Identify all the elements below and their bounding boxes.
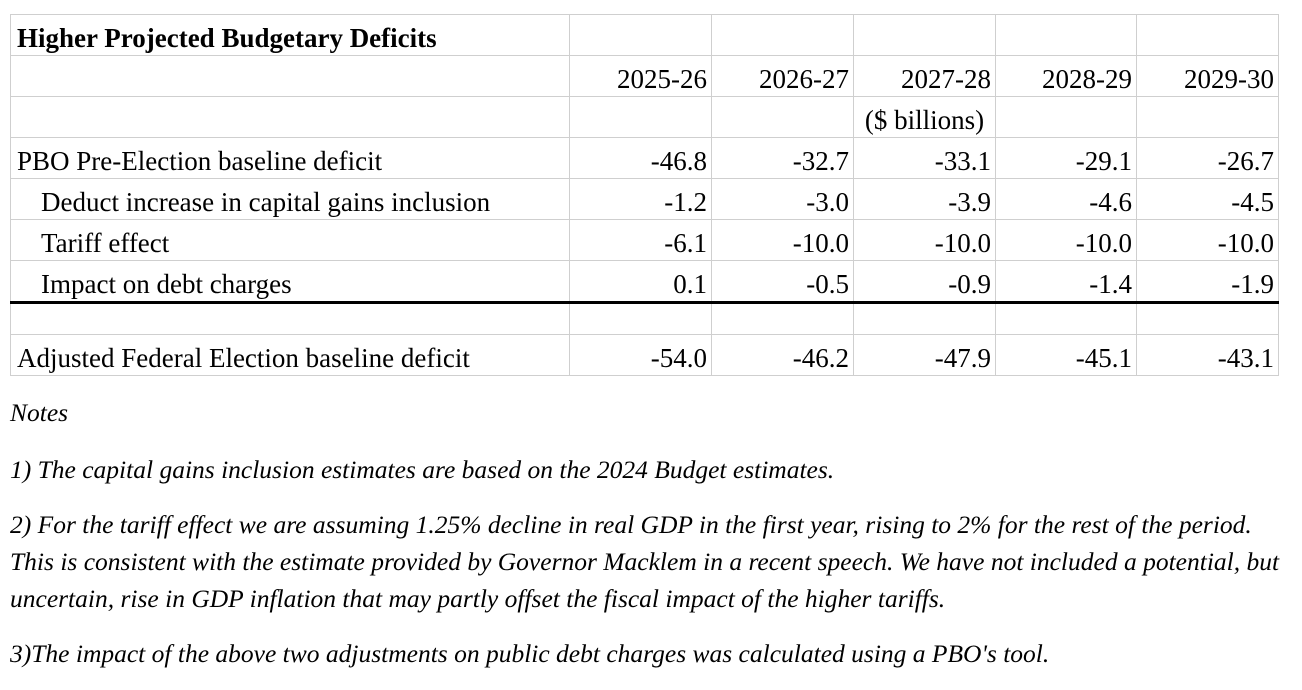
value-cell: -10.0 (853, 219, 996, 261)
value-cell: -3.0 (711, 178, 854, 220)
unit-label: ($ billions) (853, 96, 996, 138)
spacer-row (10, 301, 1279, 335)
total-value: -47.9 (853, 334, 996, 376)
empty-cell (995, 96, 1137, 138)
empty-cell (853, 14, 996, 56)
value-cell: -46.8 (569, 137, 712, 179)
table-row: Deduct increase in capital gains inclusi… (10, 178, 1279, 220)
year-header: 2027-28 (853, 55, 996, 97)
value-cell: -33.1 (853, 137, 996, 179)
note-item: 3)The impact of the above two adjustment… (10, 639, 1050, 668)
empty-cell (1136, 301, 1279, 335)
empty-cell (853, 301, 996, 335)
value-cell: -6.1 (569, 219, 712, 261)
empty-cell (995, 301, 1137, 335)
notes-section: Notes 1) The capital gains inclusion est… (10, 394, 1295, 690)
table-row: PBO Pre-Election baseline deficit -46.8 … (10, 137, 1279, 179)
total-value: -43.1 (1136, 334, 1279, 376)
value-cell: -4.5 (1136, 178, 1279, 220)
value-cell: -10.0 (711, 219, 854, 261)
value-cell: -29.1 (995, 137, 1137, 179)
year-header: 2029-30 (1136, 55, 1279, 97)
row-label: Deduct increase in capital gains inclusi… (10, 178, 570, 220)
total-value: -45.1 (995, 334, 1137, 376)
total-value: -46.2 (711, 334, 854, 376)
total-row: Adjusted Federal Election baseline defic… (10, 334, 1279, 376)
row-label: PBO Pre-Election baseline deficit (10, 137, 570, 179)
notes-heading: Notes (10, 398, 69, 427)
table-row: Impact on debt charges 0.1 -0.5 -0.9 -1.… (10, 260, 1279, 303)
table-row: Tariff effect -6.1 -10.0 -10.0 -10.0 -10… (10, 219, 1279, 261)
title-row: Higher Projected Budgetary Deficits (10, 14, 1279, 56)
value-cell: -10.0 (995, 219, 1137, 261)
empty-cell (569, 14, 712, 56)
value-cell: -10.0 (1136, 219, 1279, 261)
year-header-row: 2025-26 2026-27 2027-28 2028-29 2029-30 (10, 55, 1279, 97)
empty-cell (711, 14, 854, 56)
row-label: Tariff effect (10, 219, 570, 261)
value-cell: 0.1 (569, 260, 712, 303)
note-item: 1) The capital gains inclusion estimates… (10, 455, 835, 484)
note-item: 2) For the tariff effect we are assuming… (10, 510, 1280, 613)
empty-cell (10, 96, 570, 138)
year-header: 2026-27 (711, 55, 854, 97)
value-cell: -1.2 (569, 178, 712, 220)
value-cell: -4.6 (995, 178, 1137, 220)
empty-cell (10, 55, 570, 97)
value-cell: -0.5 (711, 260, 854, 303)
unit-row: ($ billions) (10, 96, 1279, 138)
empty-cell (1136, 96, 1279, 138)
value-cell: -0.9 (853, 260, 996, 303)
empty-cell (569, 301, 712, 335)
value-cell: -26.7 (1136, 137, 1279, 179)
total-value: -54.0 (569, 334, 712, 376)
year-header: 2028-29 (995, 55, 1137, 97)
value-cell: -1.4 (995, 260, 1137, 303)
value-cell: -3.9 (853, 178, 996, 220)
row-label: Impact on debt charges (10, 260, 570, 303)
empty-cell (995, 14, 1137, 56)
empty-cell (711, 96, 854, 138)
value-cell: -1.9 (1136, 260, 1279, 303)
empty-cell (569, 96, 712, 138)
deficit-table: Higher Projected Budgetary Deficits 2025… (10, 14, 1279, 376)
year-header: 2025-26 (569, 55, 712, 97)
table-title: Higher Projected Budgetary Deficits (10, 14, 570, 56)
value-cell: -32.7 (711, 137, 854, 179)
total-label: Adjusted Federal Election baseline defic… (10, 334, 570, 376)
empty-cell (1136, 14, 1279, 56)
empty-cell (711, 301, 854, 335)
empty-cell (10, 301, 570, 335)
